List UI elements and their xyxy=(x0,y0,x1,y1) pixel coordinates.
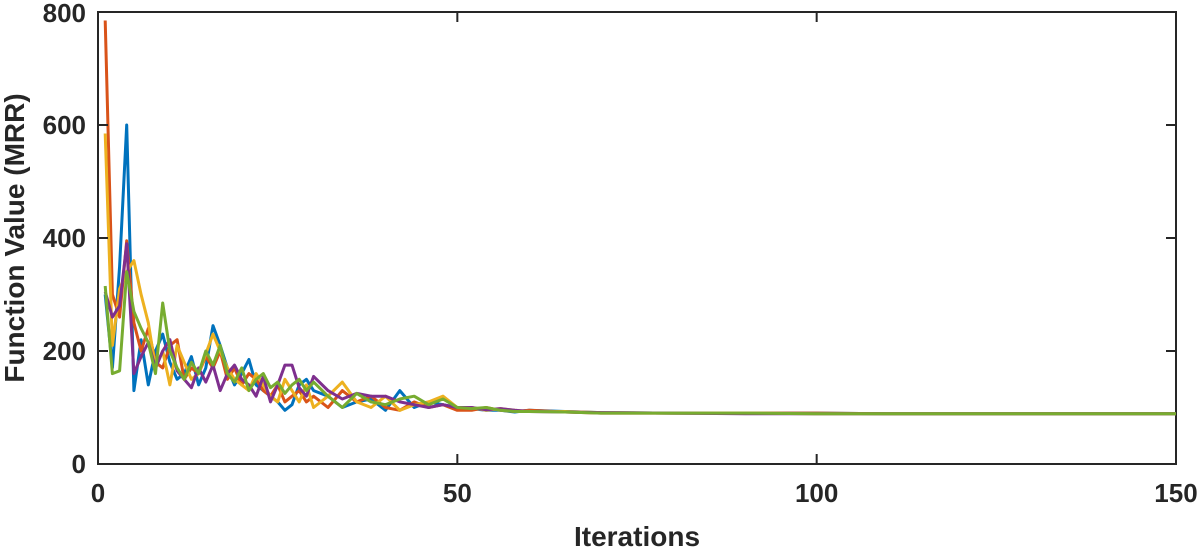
y-tick-label: 200 xyxy=(43,336,86,366)
y-tick-label: 800 xyxy=(43,0,86,28)
series-layer xyxy=(103,20,1176,416)
x-tick-label: 100 xyxy=(795,478,838,508)
tick-layer: 0 50 100 150 0 200 400 600 800 xyxy=(43,0,1198,508)
y-tick-label: 400 xyxy=(43,223,86,253)
y-tick-label: 600 xyxy=(43,110,86,140)
x-tick-label: 50 xyxy=(443,478,472,508)
x-tick-label: 150 xyxy=(1154,478,1197,508)
x-axis-title: Iterations xyxy=(574,521,700,550)
series-line-5 xyxy=(103,270,1176,416)
y-tick-label: 0 xyxy=(72,449,86,479)
y-axis-title: Function Value (MRR) xyxy=(0,93,30,382)
plot-area xyxy=(97,11,1177,465)
x-tick-label: 0 xyxy=(91,478,105,508)
